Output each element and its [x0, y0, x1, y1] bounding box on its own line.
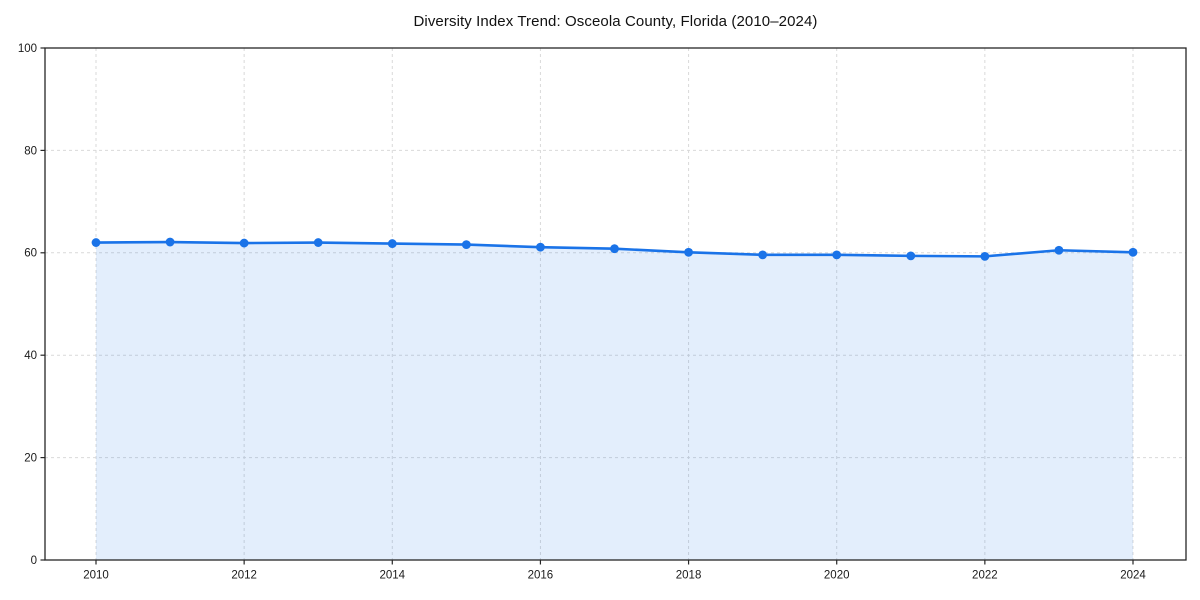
data-point-2011	[165, 237, 175, 247]
data-point-2020	[832, 250, 842, 260]
y-tick-label-20: 20	[24, 453, 37, 465]
data-point-2018	[684, 247, 693, 257]
data-point-2024	[1128, 247, 1138, 257]
plot-border	[44, 47, 1187, 561]
y-tick-label-60: 60	[24, 248, 37, 260]
area-fill	[96, 242, 1133, 560]
x-tick-label-2016: 2016	[528, 570, 554, 582]
x-tick-label-2010: 2010	[83, 570, 109, 582]
data-point-2016	[536, 242, 545, 252]
y-tick-label-80: 80	[24, 145, 37, 157]
data-point-2023	[1054, 245, 1064, 255]
chart-title: Diversity Index Trend: Osceola County, F…	[413, 13, 818, 30]
data-point-2021	[906, 251, 916, 261]
y-tick-label-100: 100	[18, 43, 37, 55]
x-tick-label-2012: 2012	[231, 570, 257, 582]
x-tick-label-2022: 2022	[972, 570, 998, 582]
x-tick-label-2018: 2018	[676, 570, 702, 582]
data-point-2013	[313, 238, 323, 247]
data-point-2012	[239, 238, 249, 248]
data-point-2022	[980, 251, 990, 261]
x-tick-label-2020: 2020	[824, 570, 850, 582]
data-point-2010	[91, 238, 101, 247]
y-tick-label-40: 40	[24, 350, 37, 362]
data-point-2015	[461, 240, 471, 250]
x-tick-label-2014: 2014	[379, 570, 405, 582]
data-point-2017	[610, 244, 619, 254]
y-tick-label-0: 0	[31, 555, 37, 567]
x-tick-label-2024: 2024	[1120, 570, 1146, 582]
data-point-2014	[387, 239, 397, 248]
data-point-2019	[758, 250, 768, 260]
